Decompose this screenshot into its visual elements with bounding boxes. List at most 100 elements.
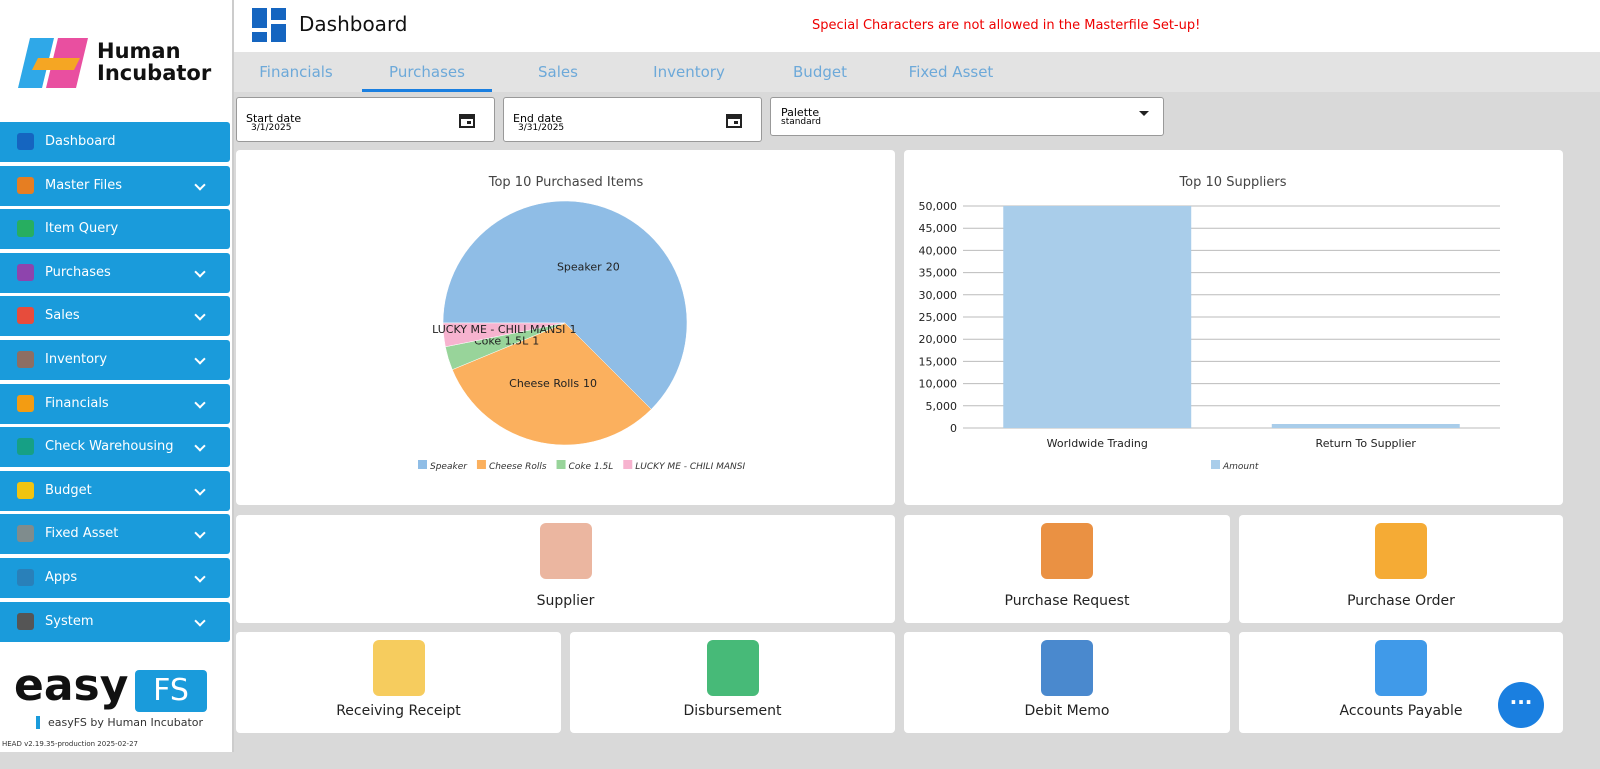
tab[interactable]: Inventory bbox=[653, 63, 725, 81]
start-date[interactable]: Start date 3/1/2025 bbox=[236, 97, 495, 142]
menu-icon bbox=[17, 220, 34, 238]
legend-swatch bbox=[1211, 460, 1220, 469]
tile-label: Debit Memo bbox=[1024, 703, 1110, 719]
legend-swatch bbox=[623, 460, 633, 469]
legend-label: Amount bbox=[1222, 462, 1259, 472]
tab[interactable]: Purchases bbox=[362, 52, 492, 92]
menu-label: Budget bbox=[45, 482, 92, 498]
menu-item[interactable]: Purchases bbox=[0, 252, 230, 293]
tile-label: Purchase Request bbox=[1004, 593, 1130, 609]
pie-slice bbox=[442, 200, 688, 410]
brand-line: Incubator bbox=[97, 61, 212, 85]
menu-item[interactable]: System bbox=[0, 601, 230, 642]
footer-logo-fs: FS bbox=[135, 670, 207, 712]
tile-icon bbox=[1375, 523, 1427, 579]
menu-label: Financials bbox=[45, 395, 109, 411]
tile[interactable]: Disbursement bbox=[570, 632, 895, 733]
legend-swatch bbox=[476, 460, 486, 469]
end-date[interactable]: End date 3/31/2025 bbox=[503, 97, 762, 142]
tile[interactable]: Receiving Receipt bbox=[236, 632, 561, 733]
slice-label: Speaker 20 bbox=[557, 261, 620, 274]
y-tick-label: 20,000 bbox=[919, 333, 958, 346]
slice-value: 1 bbox=[532, 335, 539, 348]
chart-title: Top 10 Suppliers bbox=[1178, 175, 1286, 190]
tile[interactable]: Purchase Request bbox=[904, 515, 1230, 623]
menu-icon bbox=[17, 569, 34, 586]
chat-button[interactable]: ··· bbox=[1498, 682, 1544, 728]
y-tick-label: 40,000 bbox=[919, 244, 958, 257]
menu-label: Apps bbox=[45, 570, 78, 585]
menu-label: Dashboard bbox=[45, 134, 116, 149]
field-value: 3/31/2025 bbox=[518, 123, 565, 133]
menu-label: Master Files bbox=[45, 177, 123, 193]
tab[interactable]: Budget bbox=[793, 63, 847, 81]
tile-label: Receiving Receipt bbox=[336, 703, 461, 719]
y-tick-label: 5,000 bbox=[926, 400, 958, 413]
slice-name: Speaker bbox=[557, 261, 602, 274]
menu-item[interactable]: Master Files bbox=[0, 165, 230, 206]
tile-icon bbox=[1041, 640, 1093, 696]
warning: Special Characters are not allowed in th… bbox=[812, 18, 1201, 33]
field-label: Palette bbox=[781, 106, 820, 119]
tab[interactable]: Fixed Asset bbox=[908, 63, 994, 81]
menu-label: Item Query bbox=[45, 221, 119, 237]
menu-icon bbox=[17, 525, 34, 543]
menu-item[interactable]: Fixed Asset bbox=[0, 514, 230, 555]
footer-caption: easyFS by Human Incubator bbox=[36, 716, 203, 729]
menu-icon bbox=[17, 307, 34, 325]
field-label: Start date bbox=[246, 112, 302, 125]
legend-label: Cheese Rolls bbox=[489, 462, 547, 472]
calendar-icon bbox=[726, 114, 742, 128]
field-value: 3/1/2025 bbox=[251, 123, 292, 133]
tile-icon bbox=[1375, 640, 1427, 696]
tile-label: Accounts Payable bbox=[1339, 703, 1463, 719]
y-tick-label: 0 bbox=[950, 422, 957, 435]
slice-label: LUCKY ME - CHILI MANSI 1 bbox=[432, 323, 576, 336]
legend-swatch bbox=[418, 460, 427, 469]
menu-icon bbox=[17, 176, 34, 194]
menu-item[interactable]: Financials bbox=[0, 383, 230, 424]
y-tick-label: 45,000 bbox=[919, 222, 958, 235]
sidebar: Human Incubator Dashboard Master Files Item… bbox=[0, 0, 234, 752]
menu-label: Sales bbox=[45, 308, 80, 324]
tile[interactable]: Purchase Order bbox=[1239, 515, 1563, 623]
tile-icon bbox=[372, 640, 425, 696]
menu-item[interactable]: Inventory bbox=[0, 340, 230, 380]
y-tick-label: 15,000 bbox=[919, 355, 958, 368]
field-value: standard bbox=[781, 117, 821, 127]
tab[interactable]: Financials bbox=[259, 63, 333, 81]
slice-label: Cheese Rolls 10 bbox=[509, 377, 597, 390]
menu-item[interactable]: Item Query bbox=[0, 209, 230, 250]
slice-value: 1 bbox=[569, 323, 576, 336]
pie-slice bbox=[442, 322, 566, 348]
menu-label: Check Warehousing bbox=[45, 439, 174, 455]
menu-item[interactable]: Dashboard bbox=[0, 122, 230, 162]
palette-select[interactable]: Palette standard bbox=[770, 97, 1164, 136]
brand-line: Human bbox=[97, 39, 181, 63]
x-tick-label: Return To Supplier bbox=[1316, 437, 1417, 450]
menu-item[interactable]: Sales bbox=[0, 296, 230, 337]
menu-item[interactable]: Budget bbox=[0, 470, 230, 511]
tile[interactable]: Supplier bbox=[236, 515, 895, 623]
tile-label: Purchase Order bbox=[1347, 593, 1455, 609]
menu-item[interactable]: Check Warehousing bbox=[0, 427, 230, 468]
menu-icon bbox=[17, 133, 34, 150]
tile[interactable]: Debit Memo bbox=[904, 632, 1230, 733]
topbar: Dashboard Special Characters are not all… bbox=[234, 0, 1600, 52]
tab[interactable]: Sales bbox=[538, 63, 578, 81]
tile-label: Supplier bbox=[536, 593, 595, 609]
menu-label: System bbox=[45, 613, 94, 629]
menu-label: Inventory bbox=[45, 352, 108, 367]
tile-icon bbox=[539, 523, 592, 579]
menu-item[interactable]: Apps bbox=[0, 558, 230, 598]
menu-icon bbox=[17, 351, 34, 368]
field-label: End date bbox=[513, 112, 563, 125]
y-tick-label: 50,000 bbox=[919, 200, 958, 213]
menu-icon bbox=[17, 263, 34, 281]
y-tick-label: 10,000 bbox=[919, 378, 958, 391]
menu-icon bbox=[17, 394, 34, 412]
y-tick-label: 25,000 bbox=[919, 311, 958, 324]
y-tick-label: 30,000 bbox=[919, 289, 958, 302]
